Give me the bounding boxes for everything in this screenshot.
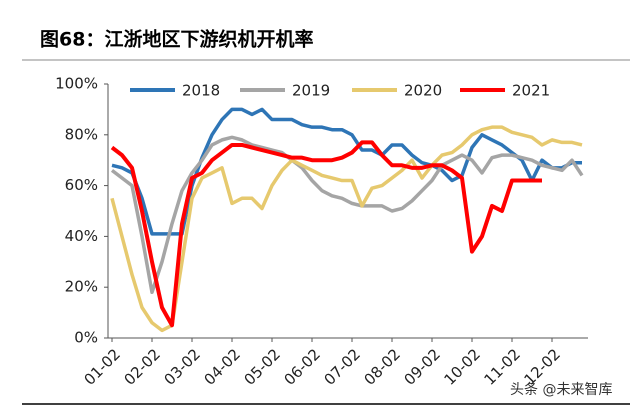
y-tick-label: 20% xyxy=(65,278,98,296)
x-tick-label: 03-02 xyxy=(160,345,204,389)
y-tick-label: 80% xyxy=(65,125,98,143)
series-line xyxy=(110,140,542,328)
y-tick-label: 100% xyxy=(55,75,98,93)
legend-label: 2020 xyxy=(404,82,442,100)
series-line xyxy=(110,135,584,295)
legend-label: 2018 xyxy=(182,82,220,100)
x-tick-label: 07-02 xyxy=(320,345,364,389)
watermark: 头条 @未来智库 xyxy=(510,381,612,398)
legend-label: 2019 xyxy=(292,82,330,100)
x-tick-label: 04-02 xyxy=(200,345,244,389)
y-tick-label: 60% xyxy=(65,176,98,194)
legend-label: 2021 xyxy=(512,82,550,100)
x-tick-label: 10-02 xyxy=(440,345,484,389)
chart-title: 图68：江浙地区下游织机开机率 xyxy=(40,28,313,51)
y-tick-label: 40% xyxy=(65,227,98,245)
x-tick-label: 01-02 xyxy=(80,345,124,389)
x-tick-label: 09-02 xyxy=(400,345,444,389)
x-tick-label: 06-02 xyxy=(280,345,324,389)
y-tick-label: 0% xyxy=(74,329,98,347)
x-tick-label: 08-02 xyxy=(360,345,404,389)
x-tick-label: 02-02 xyxy=(120,345,164,389)
x-tick-label: 05-02 xyxy=(240,345,284,389)
series-line xyxy=(110,125,583,333)
